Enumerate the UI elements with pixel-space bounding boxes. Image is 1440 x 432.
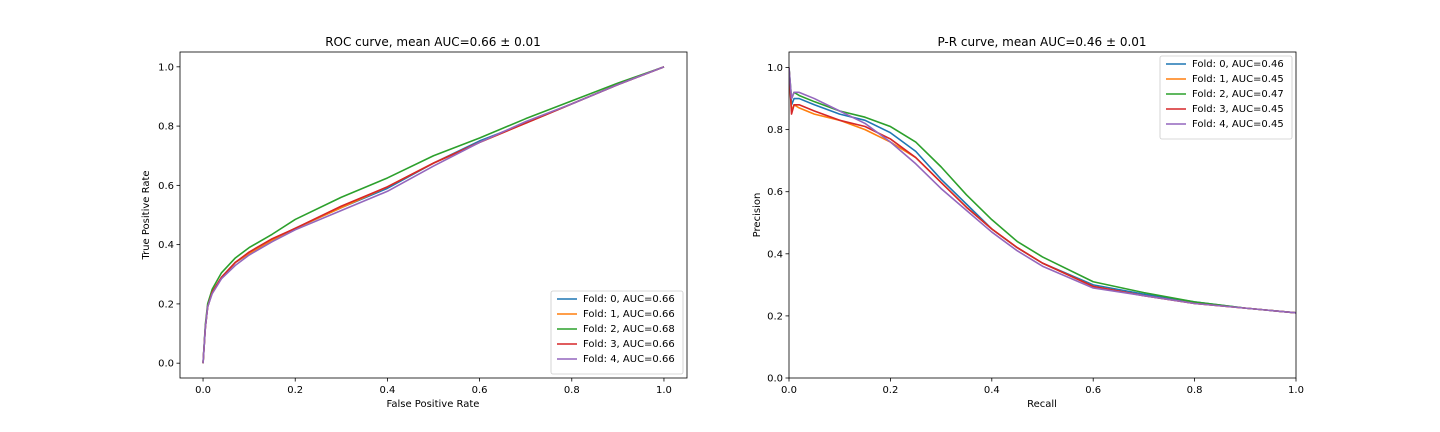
pr-series-line-2 xyxy=(789,67,1296,314)
roc-x-tick-label-4: 0.8 xyxy=(564,385,580,396)
roc-legend-label-4: Fold: 4, AUC=0.66 xyxy=(583,354,675,365)
roc-y-tick-label-5: 1.0 xyxy=(158,62,174,73)
pr-x-tick-label-0: 0.0 xyxy=(781,385,797,396)
roc-series-line-2 xyxy=(202,66,665,364)
pr-plot-frame xyxy=(788,51,1297,379)
pr-x-axis-label: Recall xyxy=(1027,399,1057,410)
roc-y-tick-label-0: 0.0 xyxy=(158,359,174,370)
pr-legend-label-4: Fold: 4, AUC=0.45 xyxy=(1192,119,1284,130)
roc-legend-box xyxy=(550,290,684,375)
roc-y-tick-label-2: 0.4 xyxy=(158,240,174,251)
roc-x-tick-label-0: 0.0 xyxy=(195,385,211,396)
pr-series-line-0 xyxy=(789,67,1296,314)
pr-legend-label-0: Fold: 0, AUC=0.46 xyxy=(1192,59,1284,70)
pr-x-tick-label-1: 0.2 xyxy=(882,385,898,396)
roc-x-tick-label-5: 1.0 xyxy=(656,385,672,396)
pr-legend-label-1: Fold: 1, AUC=0.45 xyxy=(1192,74,1284,85)
pr-y-tick-label-0: 0.0 xyxy=(767,374,783,385)
pr-legend: Fold: 0, AUC=0.46 Fold: 1, AUC=0.45 Fold: … xyxy=(1159,55,1293,140)
pr-y-tick-label-2: 0.4 xyxy=(767,249,783,260)
roc-y-axis-label: True Positive Rate xyxy=(141,170,152,260)
roc-x-tick-label-2: 0.4 xyxy=(379,385,395,396)
roc-x-tick-label-1: 0.2 xyxy=(287,385,303,396)
roc-x-axis-label: False Positive Rate xyxy=(387,399,480,410)
pr-chart: P-R curve, mean AUC=0.46 ± 0.01 Recall P… xyxy=(752,35,1304,410)
pr-legend-box xyxy=(1159,55,1293,140)
roc-y-tick-label-1: 0.2 xyxy=(158,299,174,310)
pr-y-tick-label-1: 0.2 xyxy=(767,311,783,322)
roc-y-tick-label-4: 0.8 xyxy=(158,122,174,133)
pr-legend-label-2: Fold: 2, AUC=0.47 xyxy=(1192,89,1284,100)
roc-plot-frame xyxy=(179,51,688,379)
roc-chart-title: ROC curve, mean AUC=0.66 ± 0.01 xyxy=(325,35,541,49)
pr-x-tick-label-5: 1.0 xyxy=(1288,385,1304,396)
pr-x-tick-label-4: 0.8 xyxy=(1187,385,1203,396)
roc-chart: ROC curve, mean AUC=0.66 ± 0.01 False Po… xyxy=(141,35,688,410)
roc-y-tick-label-3: 0.6 xyxy=(158,181,174,192)
roc-series-line-4 xyxy=(202,66,665,364)
pr-legend-label-3: Fold: 3, AUC=0.45 xyxy=(1192,104,1284,115)
pr-y-tick-label-5: 1.0 xyxy=(767,63,783,74)
pr-y-tick-label-3: 0.6 xyxy=(767,187,783,198)
pr-x-tick-label-3: 0.6 xyxy=(1085,385,1101,396)
roc-legend-label-3: Fold: 3, AUC=0.66 xyxy=(583,339,675,350)
pr-chart-title: P-R curve, mean AUC=0.46 ± 0.01 xyxy=(937,35,1146,49)
pr-y-axis-label: Precision xyxy=(752,193,763,238)
pr-series-line-4 xyxy=(789,67,1296,314)
roc-legend-label-2: Fold: 2, AUC=0.68 xyxy=(583,324,675,335)
pr-y-tick-label-4: 0.8 xyxy=(767,125,783,136)
roc-legend-label-1: Fold: 1, AUC=0.66 xyxy=(583,309,675,320)
roc-legend-label-0: Fold: 0, AUC=0.66 xyxy=(583,294,675,305)
roc-legend: Fold: 0, AUC=0.66 Fold: 1, AUC=0.66 Fold: … xyxy=(550,290,684,375)
pr-x-tick-label-2: 0.4 xyxy=(984,385,1000,396)
roc-x-tick-label-3: 0.6 xyxy=(472,385,488,396)
